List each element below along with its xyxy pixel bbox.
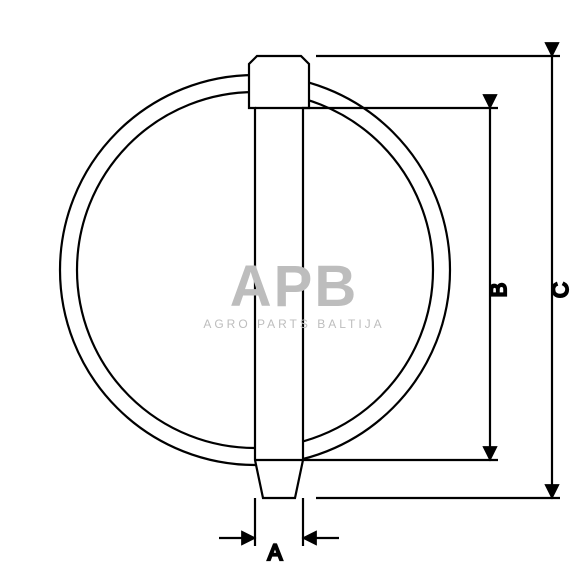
dimension-b-label: B bbox=[486, 283, 511, 298]
dimension-a: A bbox=[219, 498, 339, 565]
dimension-a-label: A bbox=[268, 540, 283, 565]
diagram-canvas: A B C bbox=[0, 0, 588, 588]
lynch-pin-body bbox=[249, 56, 309, 498]
dimension-b: B bbox=[303, 108, 511, 460]
dimension-c-label: C bbox=[548, 282, 573, 298]
